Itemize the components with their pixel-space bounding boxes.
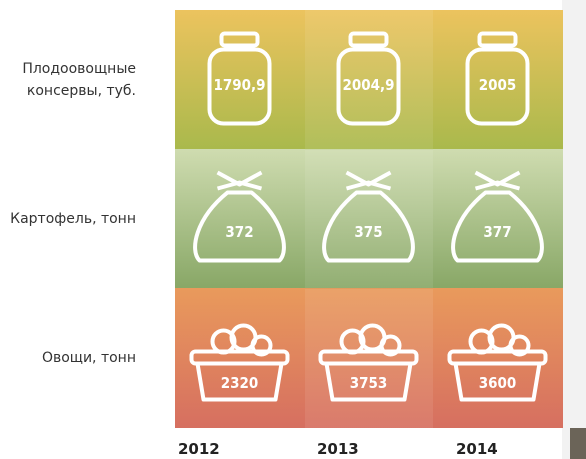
year-label: 2012: [178, 440, 220, 458]
cell-value: 375: [354, 223, 382, 241]
cell-value: 1790,9: [213, 76, 265, 94]
cell: [304, 149, 434, 289]
row-label: Овощи, тонн: [0, 347, 136, 369]
cell-value: 2005: [479, 76, 517, 94]
side-strip: [562, 0, 586, 459]
cell: [433, 149, 563, 289]
cell-value: 377: [483, 223, 511, 241]
year-label: 2014: [456, 440, 498, 458]
thumb: [570, 428, 586, 459]
cell-value: 3600: [479, 374, 517, 392]
cell: [175, 149, 305, 289]
row-label: Плодоовощные консервы, туб.: [0, 58, 136, 102]
cell-value: 372: [225, 223, 253, 241]
page: 1790,92004,92005372375377232037533600 ((…: [0, 0, 586, 459]
cell-value: 2004,9: [342, 76, 394, 94]
cell-value: 2320: [221, 374, 259, 392]
cell-value: 3753: [350, 374, 388, 392]
row-label: Картофель, тонн: [0, 208, 136, 230]
year-label: 2013: [317, 440, 359, 458]
